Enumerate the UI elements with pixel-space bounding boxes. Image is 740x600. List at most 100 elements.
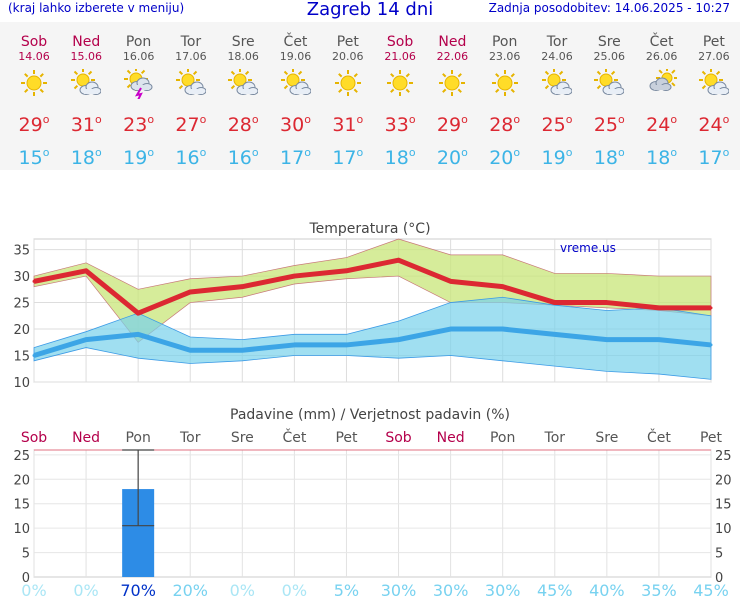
tmax-point bbox=[709, 306, 713, 310]
day-name: Čet bbox=[283, 34, 308, 50]
tmin-point bbox=[397, 338, 401, 342]
temp-min: 18o bbox=[70, 146, 102, 169]
temp-min: 18o bbox=[646, 146, 678, 169]
day-column: Sob 14.06 29o 15o bbox=[8, 22, 60, 169]
x-tick-label: Tor bbox=[179, 430, 201, 446]
menu-hint[interactable]: (kraj lahko izberete v meniju) bbox=[8, 1, 185, 15]
y-tick-label: 5 bbox=[22, 547, 30, 562]
probability-label: 0% bbox=[73, 581, 99, 600]
probability-label: 30% bbox=[484, 581, 521, 600]
sun-cloud-icon bbox=[175, 68, 207, 95]
day-name: Pet bbox=[336, 34, 359, 50]
sun-cloud-icon bbox=[698, 68, 730, 95]
sun-cloud-icon bbox=[71, 68, 102, 95]
x-tick-label: Sob bbox=[21, 430, 47, 446]
cloud-sun-icon bbox=[649, 67, 678, 91]
day-date: 27.06 bbox=[698, 50, 730, 63]
day-date: 14.06 bbox=[18, 50, 50, 63]
day-date: 15.06 bbox=[70, 50, 103, 63]
probability-label: 35% bbox=[641, 581, 677, 600]
tmin-point bbox=[344, 343, 348, 347]
temp-max: 23o bbox=[123, 113, 155, 136]
tmax-point bbox=[657, 306, 661, 310]
sun-icon bbox=[21, 70, 47, 96]
temp-min: 20o bbox=[489, 146, 521, 169]
y-tick-label: 30 bbox=[13, 270, 30, 285]
tmax-point bbox=[501, 285, 505, 289]
x-tick-label: Pon bbox=[125, 430, 150, 446]
y-tick-label: 15 bbox=[13, 498, 30, 513]
day-date: 17.06 bbox=[175, 50, 207, 63]
y-tick-label: 20 bbox=[13, 323, 30, 338]
temp-min: 15o bbox=[18, 146, 50, 169]
x-tick-label: Ned bbox=[437, 430, 465, 446]
probability-label: 20% bbox=[172, 581, 208, 600]
sun-icon bbox=[334, 70, 361, 96]
x-tick-label: Sre bbox=[595, 430, 618, 446]
tmin-point bbox=[136, 332, 140, 336]
day-name: Ned bbox=[438, 34, 467, 50]
sun-icon bbox=[387, 70, 414, 96]
x-tick-label: Sob bbox=[385, 430, 411, 446]
tmax-point bbox=[397, 258, 401, 262]
y-tick-label: 20 bbox=[13, 473, 30, 488]
tmax-point bbox=[32, 279, 36, 283]
y-tick-label-right: 0 bbox=[715, 571, 723, 583]
probability-label: 0% bbox=[21, 581, 47, 600]
tmin-point bbox=[657, 338, 661, 342]
x-tick-label: Čet bbox=[647, 428, 671, 446]
sun-cloud-icon bbox=[228, 68, 259, 95]
day-date: 18.06 bbox=[227, 50, 259, 63]
day-column: Pet 20.06 31o 17o bbox=[322, 22, 374, 169]
tmin-point bbox=[709, 343, 713, 347]
y-tick-label-right: 10 bbox=[715, 522, 732, 537]
tmax-point bbox=[188, 290, 192, 294]
day-date: 26.06 bbox=[645, 50, 678, 63]
tmin-point bbox=[501, 327, 505, 331]
precipitation-chart: Padavine (mm) / Verjetnost padavin (%) So… bbox=[0, 403, 740, 583]
tmax-point bbox=[136, 311, 140, 315]
temp-max: 31o bbox=[70, 113, 102, 136]
temp-min: 17o bbox=[280, 146, 311, 169]
day-name: Sob bbox=[20, 34, 48, 50]
y-tick-label: 10 bbox=[13, 376, 30, 391]
sun-icon bbox=[439, 70, 466, 96]
tmin-line bbox=[33, 326, 712, 358]
day-date: 20.06 bbox=[332, 50, 364, 63]
tmax-point bbox=[84, 269, 88, 273]
temp-min: 20o bbox=[436, 146, 468, 169]
day-column: Ned 22.06 29o 20o bbox=[426, 22, 478, 169]
chart-title: Temperatura (°C) bbox=[308, 221, 430, 237]
y-tick-label-right: 15 bbox=[715, 498, 732, 513]
day-column: Tor 17.06 27o 16o bbox=[165, 22, 217, 169]
tmax-line bbox=[33, 257, 711, 316]
y-tick-label: 25 bbox=[13, 297, 30, 312]
temp-max: 25o bbox=[593, 113, 625, 136]
x-tick-label: Čet bbox=[282, 428, 306, 446]
x-tick-label: Pet bbox=[335, 430, 358, 446]
probability-label: 30% bbox=[432, 581, 469, 600]
tmin-range-band bbox=[33, 296, 712, 380]
day-column: Čet 26.06 24o 18o bbox=[636, 22, 688, 169]
temp-max: 27o bbox=[175, 113, 207, 136]
y-tick-label: 25 bbox=[13, 449, 30, 464]
day-name: Pon bbox=[491, 34, 518, 50]
probability-label: 30% bbox=[380, 581, 417, 600]
tmin-point bbox=[240, 348, 244, 352]
temp-max: 33o bbox=[384, 113, 416, 136]
temp-min: 18o bbox=[593, 146, 625, 169]
day-name: Tor bbox=[546, 34, 568, 50]
sun-cloud-icon bbox=[280, 68, 311, 95]
y-tick-label: 0 bbox=[22, 571, 30, 583]
x-tick-label: Sre bbox=[231, 430, 254, 446]
tmin-point bbox=[84, 338, 88, 342]
temp-max: 29o bbox=[18, 113, 50, 136]
tmin-point bbox=[553, 332, 557, 336]
probability-label: 40% bbox=[589, 581, 625, 600]
temp-min: 17o bbox=[332, 146, 364, 169]
day-column: Sob 21.06 33o 18o bbox=[374, 22, 426, 169]
probability-label: 0% bbox=[281, 581, 308, 600]
day-date: 19.06 bbox=[279, 50, 312, 63]
day-name: Tor bbox=[180, 34, 202, 50]
probability-label: 70% bbox=[120, 581, 156, 600]
